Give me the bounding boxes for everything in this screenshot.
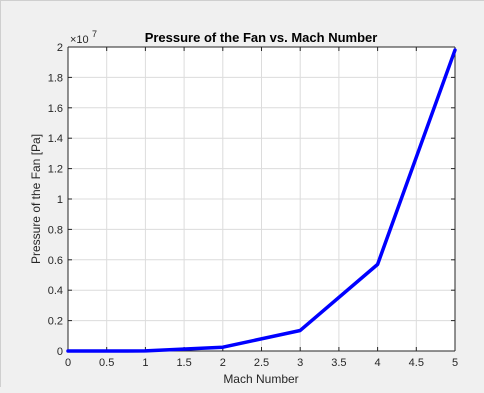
y-tick-label: 1.6 bbox=[48, 103, 63, 115]
x-tick-label: 5 bbox=[452, 357, 458, 369]
x-tick-label: 1 bbox=[142, 357, 148, 369]
x-tick-label: 4.5 bbox=[409, 357, 424, 369]
y-tick-label: 0 bbox=[57, 346, 63, 358]
x-tick-label: 3.5 bbox=[331, 357, 346, 369]
x-tick-label: 2 bbox=[220, 357, 226, 369]
y-tick-label: 1 bbox=[57, 194, 63, 206]
y-tick-label: 0.4 bbox=[48, 285, 63, 297]
chart-title: Pressure of the Fan vs. Mach Number bbox=[145, 30, 378, 45]
y-tick-label: 2 bbox=[57, 42, 63, 54]
x-tick-label: 3 bbox=[297, 357, 303, 369]
x-tick-label: 0.5 bbox=[99, 357, 114, 369]
y-tick-label: 1.4 bbox=[48, 133, 63, 145]
y-tick-label: 0.6 bbox=[48, 255, 63, 267]
y-tick-label: 0.2 bbox=[48, 316, 63, 328]
y-axis-exponent: 7 bbox=[92, 29, 97, 39]
x-tick-label: 2.5 bbox=[254, 357, 269, 369]
y-axis-multiplier: ×10 bbox=[70, 34, 89, 46]
y-tick-label: 1.2 bbox=[48, 164, 63, 176]
x-tick-label: 0 bbox=[65, 357, 71, 369]
x-tick-label: 4 bbox=[375, 357, 381, 369]
y-axis-label: Pressure of the Fan [Pa] bbox=[29, 134, 43, 264]
y-tick-label: 0.8 bbox=[48, 224, 63, 236]
x-axis-label: Mach Number bbox=[223, 372, 298, 386]
x-tick-label: 1.5 bbox=[176, 357, 191, 369]
y-tick-label: 1.8 bbox=[48, 72, 63, 84]
